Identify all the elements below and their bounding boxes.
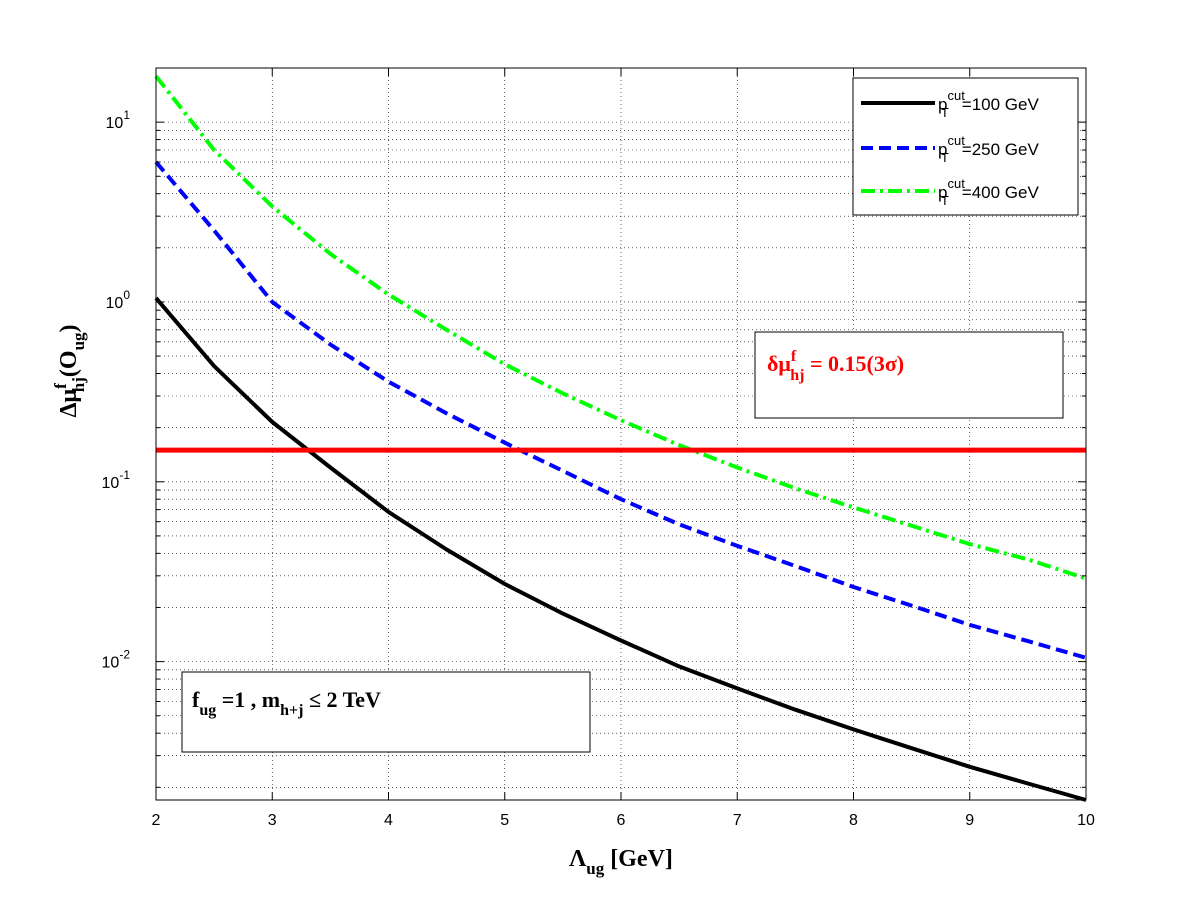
x-axis-label: Λug [GeV]	[569, 846, 673, 878]
series-line-1	[154, 160, 1087, 660]
y-tick-label: 10-2	[102, 648, 131, 672]
tick-labels: 2 3 4 5 6 7 8 9 10 10-2 10-1 100 101	[102, 108, 1095, 829]
x-tick-label: 4	[384, 812, 393, 829]
y-tick-label: 10-1	[102, 468, 131, 492]
x-tick-label: 9	[965, 812, 974, 829]
threshold-annotation-box	[754, 331, 1064, 419]
x-tick-label: 7	[733, 812, 742, 829]
y-tick-label: 100	[106, 288, 131, 312]
threshold-annotation-text: δμf hj = 0.15(3σ)	[767, 348, 904, 384]
legend-label-400: pcut T =400 GeV	[938, 176, 1039, 208]
legend-label-100: pcut T =100 GeV	[938, 88, 1039, 120]
x-tick-label: 3	[268, 812, 277, 829]
y-tick-label: 101	[106, 108, 131, 132]
params-annotation-text: fug =1 , mh+j ≤ 2 TeV	[192, 687, 381, 719]
x-tick-label: 10	[1077, 812, 1095, 829]
x-tick-label: 2	[152, 812, 161, 829]
x-tick-label: 5	[500, 812, 509, 829]
x-tick-label: 6	[617, 812, 626, 829]
y-axis-label: Δμfhj(Oug)	[51, 324, 88, 417]
params-annotation: fug =1 , mh+j ≤ 2 TeV	[181, 671, 591, 753]
x-tick-label: 8	[849, 812, 858, 829]
legend-label-250: pcut T =250 GeV	[938, 133, 1039, 165]
series-line-2	[154, 74, 1087, 581]
params-annotation-box	[181, 671, 591, 753]
legend: pcut T =100 GeV pcut T =250 GeV pcut T =400 Ge…	[852, 77, 1079, 216]
threshold-annotation: δμf hj = 0.15(3σ)	[754, 331, 1064, 419]
ticks	[155, 67, 1087, 800]
